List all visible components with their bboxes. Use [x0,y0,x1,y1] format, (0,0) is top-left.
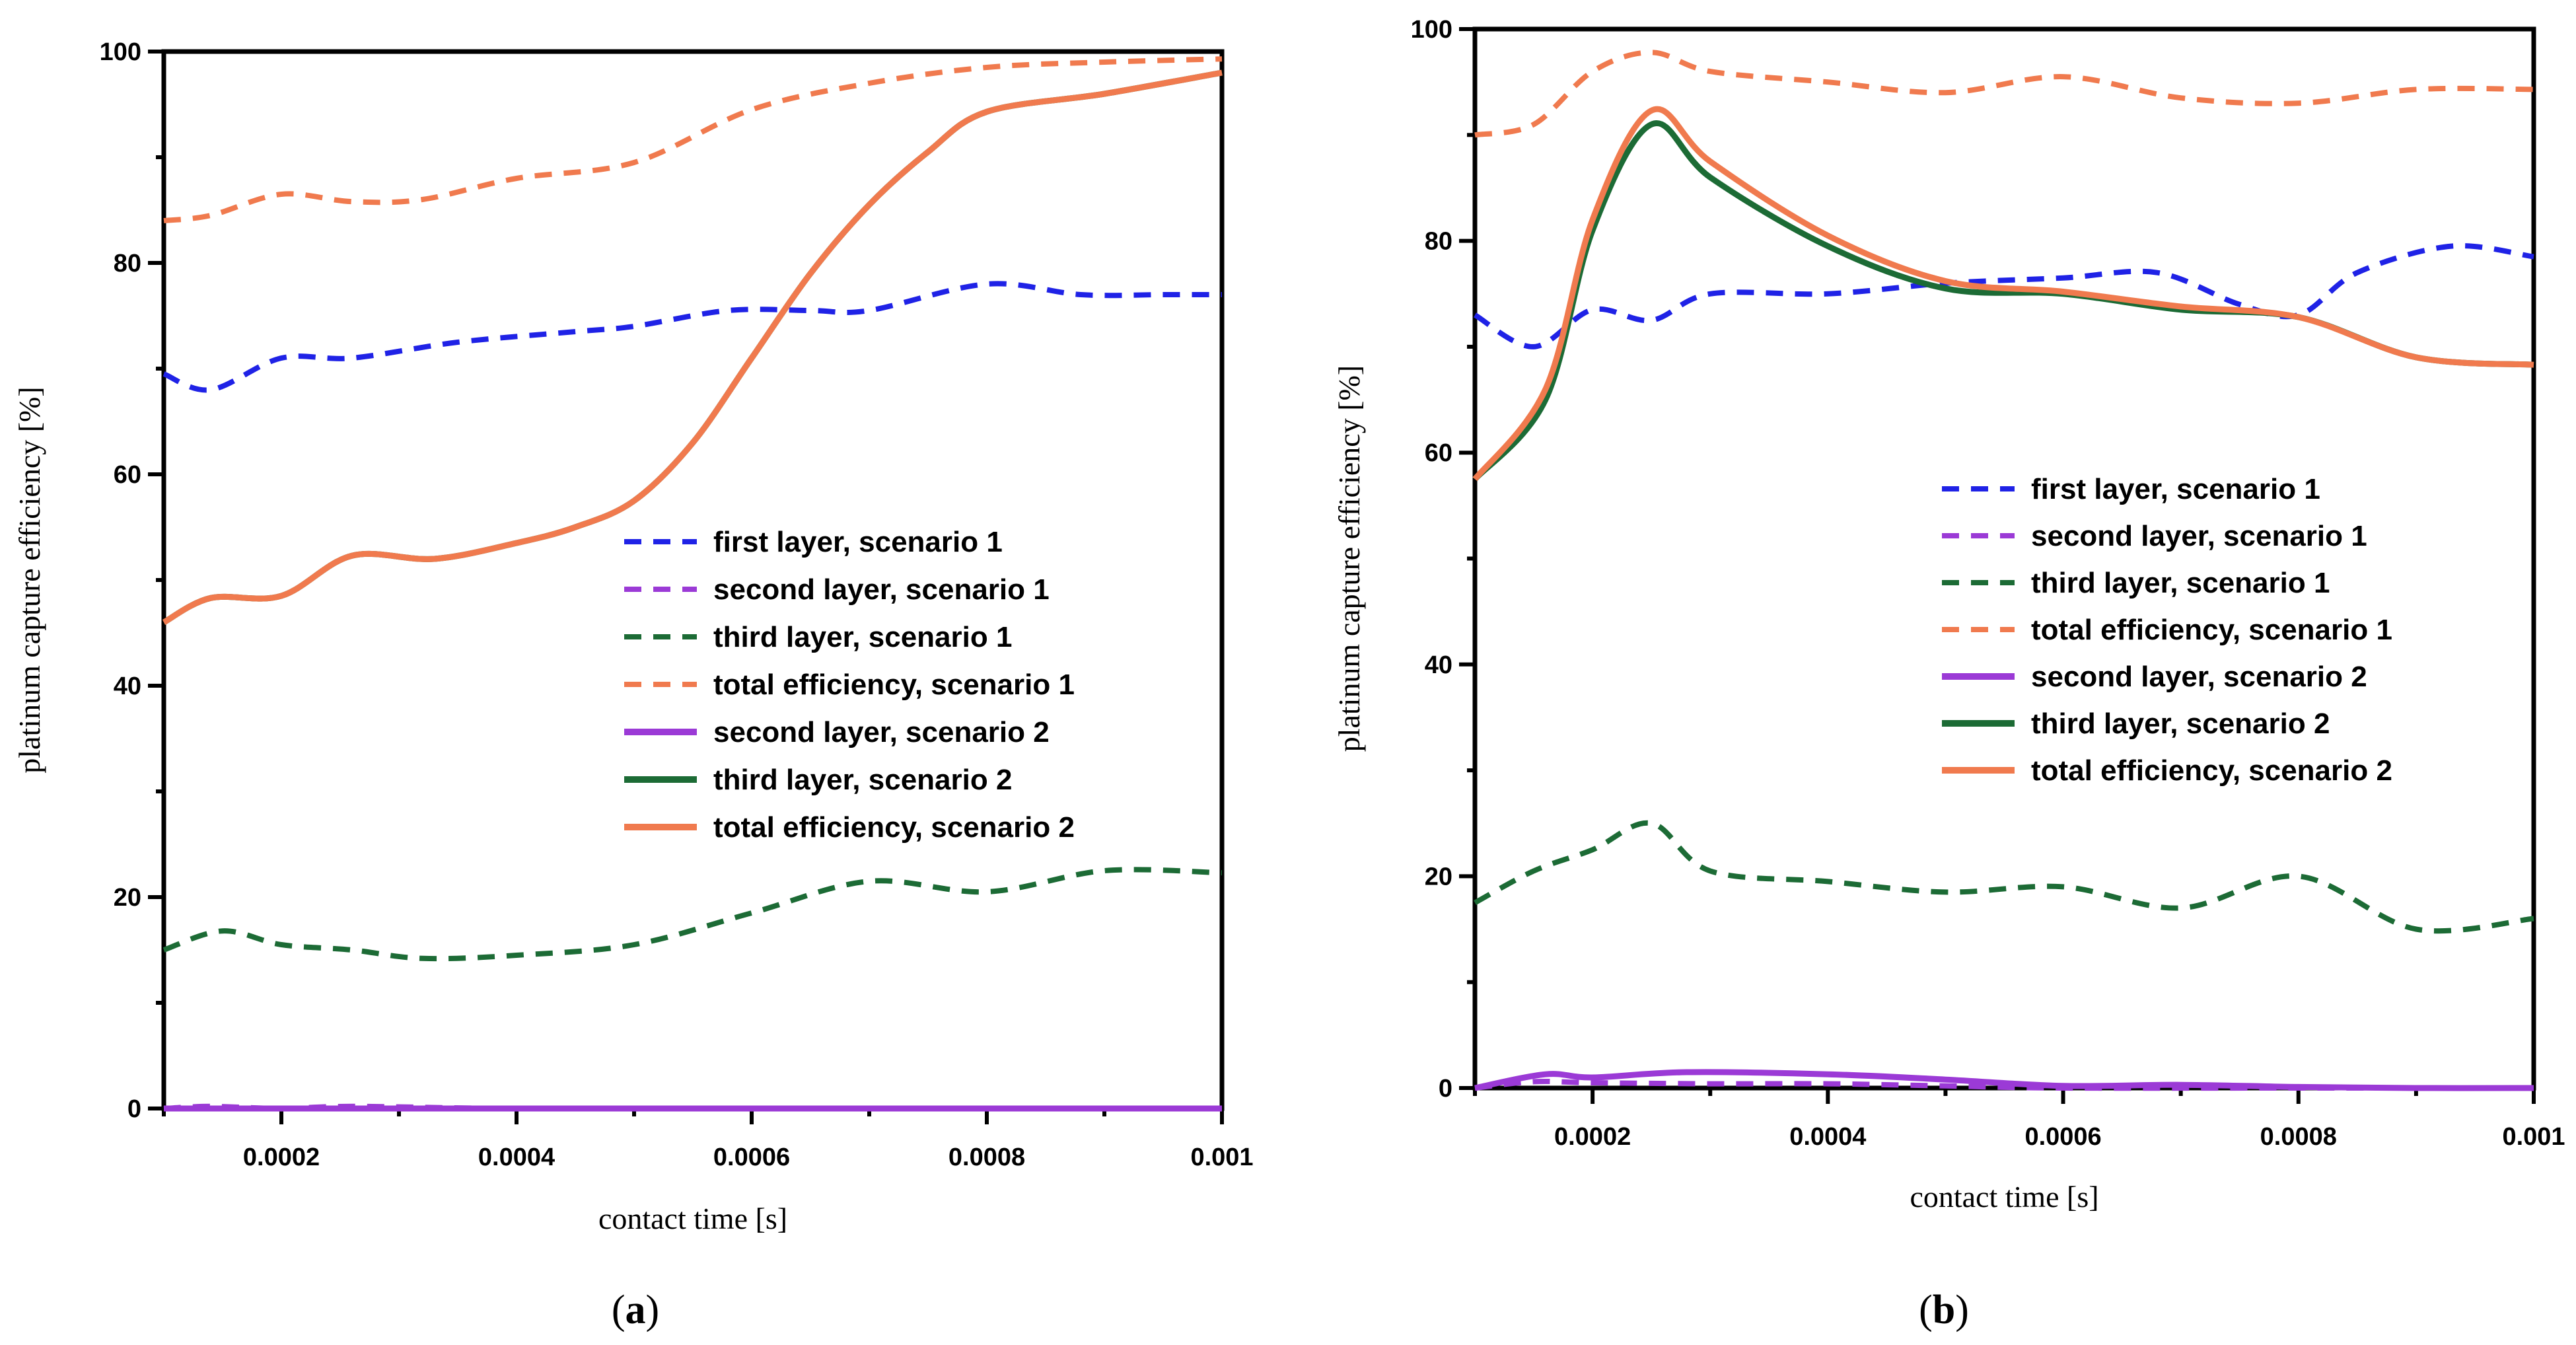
x-tick-label: 0.0008 [2260,1123,2337,1151]
y-tick-label: 100 [100,38,141,66]
y-axis-label: platinum capture efficiency [%] [1332,365,1366,752]
legend-entry: second layer, scenario 1 [713,573,1050,606]
series-line-4 [1474,50,2534,138]
y-tick-label: 60 [114,461,141,489]
y-tick-label: 100 [1411,16,1452,44]
y-tick-label: 60 [1425,439,1452,467]
legend-entry: third layer, scenario 1 [713,621,1012,653]
x-tick-label: 0.001 [1190,1144,1253,1171]
x-tick-label: 0.0006 [713,1144,790,1171]
series-line-3 [162,867,1223,962]
legend-entry: total efficiency, scenario 2 [713,811,1075,844]
legend-entry: third layer, scenario 1 [2031,567,2330,599]
y-tick-label: 0 [1439,1075,1452,1103]
x-tick-label: 0.0004 [478,1144,555,1171]
x-tick-label: 0.0002 [243,1144,320,1171]
x-tick-label: 0.001 [2502,1123,2565,1151]
series-line-1 [162,281,1222,393]
legend-entry: total efficiency, scenario 1 [2031,614,2392,646]
y-tick-label: 20 [114,884,141,912]
x-tick-label: 0.0008 [948,1144,1025,1171]
y-tick-label: 80 [1425,228,1452,256]
legend-entry: first layer, scenario 1 [713,526,1003,558]
legend-entry: first layer, scenario 1 [2031,473,2320,505]
legend-entry: third layer, scenario 2 [713,764,1012,796]
legend: first layer, scenario 1 second layer, sce… [624,526,1075,844]
legend-entry: third layer, scenario 2 [2031,708,2330,740]
y-tick-label: 20 [1425,863,1452,891]
y-tick-label: 0 [127,1095,141,1123]
panel-caption: (a) [612,1288,659,1332]
panel-caption: (b) [1919,1288,1969,1332]
plot-frame [1472,26,2536,1091]
legend-entry: total efficiency, scenario 2 [2031,754,2392,787]
series-line-5 [1474,1069,2534,1091]
y-tick-label: 40 [114,672,141,700]
x-tick-label: 0.0006 [2024,1123,2101,1151]
series-line-6 [1472,120,2534,482]
x-axis-label: contact time [s] [598,1202,787,1235]
series-line-7 [1472,106,2534,482]
y-tick-label: 80 [114,250,141,277]
series-line-1 [1473,243,2534,349]
chart-panel-b: 0 20 40 60 80 100 0.0002 0.0004 0.0006 0.0008 0.00… [1332,16,2565,1332]
series-line-7 [162,69,1223,626]
x-tick-label: 0.0002 [1554,1123,1631,1151]
legend-entry: second layer, scenario 2 [713,716,1050,748]
legend-entry: second layer, scenario 2 [2031,661,2367,693]
legend-entry: second layer, scenario 1 [2031,520,2367,552]
chart-panel-a: 0 20 40 60 80 100 0.0002 0.0004 0.0006 0.0008 0.00… [13,38,1254,1332]
series-line-4 [163,56,1223,223]
x-axis-label: contact time [s] [1910,1180,2098,1214]
plot-frame [161,49,1225,1111]
y-tick-label: 40 [1425,651,1452,679]
legend: first layer, scenario 1 second layer, sce… [1942,473,2392,787]
y-axis-label: platinum capture efficiency [%] [13,386,46,773]
legend-entry: total efficiency, scenario 1 [713,669,1075,701]
x-tick-label: 0.0004 [1789,1123,1866,1151]
series-line-3 [1474,820,2534,934]
